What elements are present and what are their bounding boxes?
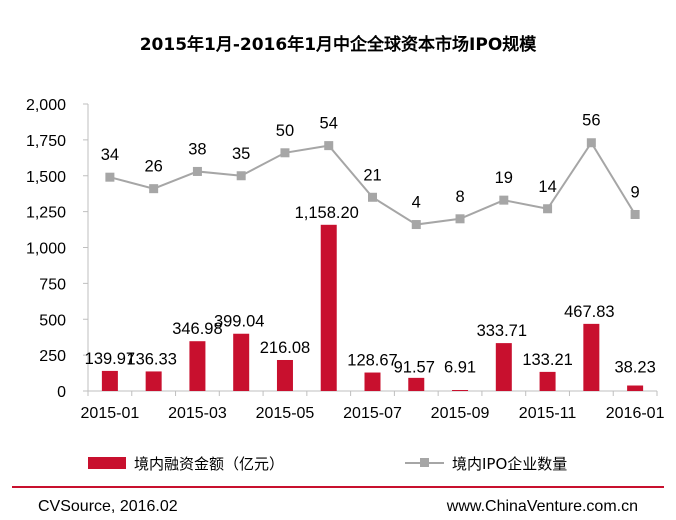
bar: [276, 359, 293, 391]
bar-data-label: 346.98: [172, 320, 222, 338]
y-tick-label: 1,250: [26, 205, 66, 222]
legend-bar-swatch: [88, 457, 126, 469]
x-tick-label: 2016-01: [606, 405, 665, 422]
legend-line-label: 境内IPO企业数量: [452, 455, 567, 473]
bar-data-label: 333.71: [477, 322, 527, 340]
bar: [189, 341, 206, 391]
x-tick-label: 2015-11: [519, 405, 577, 422]
line-data-label: 35: [232, 145, 250, 163]
bar-data-label: 91.57: [394, 358, 435, 376]
x-tick-label: 2015-09: [431, 405, 490, 422]
bar: [495, 343, 512, 391]
bar: [408, 377, 425, 391]
line-marker: [192, 166, 202, 176]
line-marker: [586, 138, 596, 148]
bar: [452, 390, 469, 391]
y-tick-label: 2,000: [26, 97, 66, 114]
y-tick-label: 250: [39, 348, 66, 365]
y-tick-label: 0: [57, 384, 66, 401]
line-marker: [280, 148, 290, 158]
bar: [233, 333, 250, 391]
bar: [583, 323, 600, 391]
legend: 境内融资金额（亿元） 境内IPO企业数量: [88, 455, 567, 473]
line-marker: [236, 171, 246, 181]
line-data-label: 50: [276, 122, 294, 140]
bar: [364, 372, 381, 391]
line-data-label: 26: [144, 158, 162, 176]
line-marker: [368, 192, 377, 202]
line-marker: [543, 204, 553, 214]
line-data-label: 21: [363, 166, 381, 184]
line-data-label: 14: [538, 178, 556, 196]
line-data-label: 4: [412, 194, 421, 212]
y-tick-label: 750: [39, 276, 66, 293]
line-data-label: 8: [455, 188, 464, 206]
bar-data-label: 216.08: [260, 339, 310, 357]
bar-data-label: 1,158.20: [295, 204, 359, 222]
footer-website: www.ChinaVenture.com.cn: [446, 498, 638, 515]
legend-bar-label: 境内融资金额（亿元）: [134, 455, 284, 473]
line-data-label: 56: [582, 112, 600, 130]
bar-data-label: 38.23: [614, 358, 655, 376]
line-data-label: 9: [631, 183, 640, 201]
bar: [539, 371, 556, 391]
y-tick-label: 1,500: [26, 169, 66, 186]
chart-title: 2015年1月-2016年1月中企全球资本市场IPO规模: [140, 34, 538, 55]
y-axis: 0 250 500 750 1,000 1,250 1,500 1,750 2,000: [26, 97, 89, 401]
line-marker: [149, 184, 159, 194]
line-data-label: 34: [101, 146, 119, 164]
line-series: 34 26 38 35 50 54 21 4 8 19 14 56 9: [101, 112, 640, 230]
bar: [320, 224, 337, 391]
line-marker: [455, 214, 465, 224]
line-marker: [105, 172, 115, 182]
bar-data-label: 467.83: [564, 303, 614, 321]
bar: [145, 371, 162, 391]
line-marker: [630, 209, 640, 219]
line-data-label: 54: [320, 115, 338, 133]
bar: [627, 385, 644, 391]
line-data-label: 19: [495, 169, 513, 187]
footer-source: CVSource, 2016.02: [38, 498, 178, 515]
bar-data-label: 128.67: [347, 352, 397, 370]
x-tick-label: 2015-03: [168, 405, 227, 422]
bar-data-label: 399.04: [214, 313, 264, 331]
bar-data-label: 136.33: [126, 350, 176, 368]
bar-data-label: 6.91: [444, 358, 476, 376]
bar-data-label: 133.21: [522, 351, 572, 369]
line-marker: [499, 195, 509, 205]
x-axis: 2015-01 2015-03 2015-05 2015-07 2015-09 2015-…: [81, 390, 665, 422]
x-tick-label: 2015-07: [343, 405, 402, 422]
legend-marker-swatch: [420, 458, 429, 467]
x-tick-label: 2015-05: [256, 405, 315, 422]
x-tick-label: 2015-01: [81, 405, 140, 422]
y-tick-label: 1,750: [26, 133, 66, 150]
bar: [101, 370, 118, 391]
line-marker: [324, 141, 334, 151]
bar-data-label: 139.97: [85, 350, 135, 368]
line-marker: [411, 220, 421, 230]
y-tick-label: 500: [39, 312, 66, 329]
line-data-label: 38: [188, 140, 206, 158]
y-tick-label: 1,000: [26, 241, 66, 258]
